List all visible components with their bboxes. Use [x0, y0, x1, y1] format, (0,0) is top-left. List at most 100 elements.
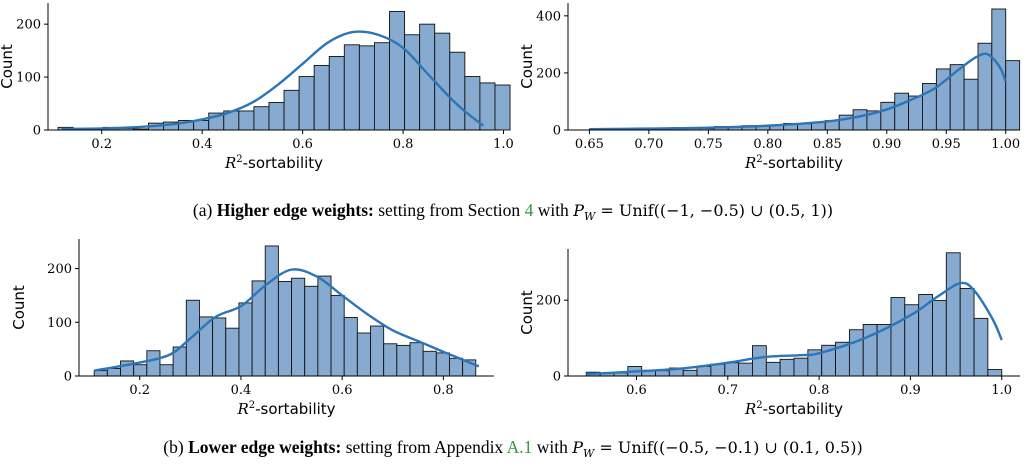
histogram-bar — [396, 344, 411, 377]
x-tick-label: 0.2 — [129, 383, 150, 398]
caption-a-math-sub: W — [583, 210, 596, 224]
caption-b-math-sub: W — [583, 447, 595, 461]
histogram-bar — [268, 102, 285, 131]
histogram-bar — [409, 342, 424, 377]
histogram-bar — [963, 78, 979, 131]
histogram-a-right: 0.65 0.70 0.75 0.80 0.85 0.90 0.95 1.00 0 200 400 R… — [518, 3, 1020, 172]
caption-b-bold: Lower edge weights: — [188, 437, 342, 457]
histogram-bar — [133, 364, 148, 377]
histogram-bar — [185, 299, 200, 377]
histogram-bar — [852, 109, 868, 131]
histogram-bar — [738, 362, 753, 377]
histogram-bar — [383, 343, 398, 377]
histogram-bar — [298, 76, 315, 131]
histogram-bar — [404, 34, 421, 131]
histogram-bar — [890, 297, 906, 377]
caption-a-section-link[interactable]: 4 — [524, 200, 534, 220]
histogram-b-right: 0.6 0.7 0.8 0.9 1.0 0 200 R2-sortability Count — [518, 249, 1020, 418]
histogram-bar — [655, 370, 670, 377]
x-tick-label: 0.6 — [332, 383, 353, 398]
caption-a-text: setting from Section — [373, 200, 525, 220]
y-axis-label: Count — [518, 290, 536, 335]
caption-a-math: PW = Unif((−1, −0.5) ∪ (0.5, 1)) — [573, 201, 834, 224]
histogram-bar — [283, 89, 300, 131]
x-tick-label: 0.95 — [932, 137, 961, 152]
caption-b-math-rest: = Unif((−0.5, −0.1) ∪ (0.1, 0.5)) — [594, 438, 863, 457]
x-tick-label: 0.65 — [575, 137, 604, 152]
histogram-bar — [106, 368, 121, 377]
y-tick-label: 0 — [64, 370, 72, 385]
x-tick-label: 1.0 — [493, 137, 514, 152]
kde-curve — [589, 52, 1007, 131]
y-tick-label: 200 — [536, 294, 561, 309]
kde-curve — [586, 281, 1003, 376]
histogram-bar — [291, 277, 306, 377]
histogram-bar — [682, 369, 698, 377]
histogram-bar — [343, 44, 360, 131]
y-tick-label: 0 — [553, 370, 561, 385]
y-tick-label: 100 — [47, 316, 72, 331]
x-tick-label: 0.90 — [872, 137, 901, 152]
histogram-bar — [987, 369, 1003, 377]
x-tick-label: 0.70 — [634, 137, 663, 152]
histogram-bar — [479, 82, 496, 131]
x-tick-label: 0.7 — [717, 383, 738, 398]
kde-curve — [61, 30, 485, 131]
histogram-b-left: 0.2 0.4 0.6 0.8 0 100 200 R2-sortability Count — [10, 239, 494, 418]
histogram-a-left: 0.2 0.4 0.6 0.8 1.0 0 100 200 R2-sortability Coun… — [0, 3, 514, 172]
histogram-bar — [848, 329, 864, 377]
histogram-bar — [779, 358, 795, 377]
x-tick-label: 0.2 — [91, 137, 112, 152]
x-tick-label: 0.4 — [192, 137, 213, 152]
x-tick-label: 0.75 — [694, 137, 723, 152]
histogram-bar — [894, 92, 909, 131]
histogram-bar — [973, 317, 989, 377]
histogram-bar — [765, 361, 781, 377]
histogram-bar — [370, 325, 385, 377]
histogram-bar — [146, 350, 161, 377]
y-tick-label: 200 — [16, 18, 41, 33]
histogram-bar — [696, 366, 712, 377]
histogram-bar — [1005, 60, 1021, 131]
caption-b-math-var: P — [572, 438, 584, 457]
caption-a-label: (a) — [192, 200, 217, 220]
kde-curve — [93, 268, 480, 372]
histogram-bar — [159, 364, 174, 377]
caption-b-text: setting from Appendix — [341, 437, 507, 457]
x-tick-label: 1.0 — [991, 383, 1012, 398]
caption-a-bold: Higher edge weights: — [216, 200, 374, 220]
histogram-bar — [264, 245, 279, 377]
x-tick-label: 0.85 — [813, 137, 842, 152]
histogram-bar — [752, 345, 767, 377]
histogram-bar — [225, 327, 240, 377]
histogram-bar — [313, 64, 330, 131]
histogram-bar — [710, 363, 726, 377]
histogram-bar — [724, 362, 740, 377]
histogram-bar — [449, 51, 466, 131]
histogram-bar — [212, 317, 227, 377]
x-axis-label: R2-sortability — [744, 154, 843, 172]
histogram-bar — [304, 285, 319, 377]
caption-a-math-rest: = Unif((−1, −0.5) ∪ (0.5, 1)) — [595, 201, 834, 220]
histogram-bar — [991, 8, 1007, 131]
caption-b-with: with — [532, 437, 573, 457]
x-tick-label: 0.9 — [900, 383, 921, 398]
histogram-bar — [793, 357, 809, 377]
histogram-bar — [253, 106, 270, 131]
histogram-bar — [358, 45, 375, 131]
histogram-bar — [449, 357, 464, 377]
caption-a-with: with — [533, 200, 574, 220]
caption-b-math: PW = Unif((−0.5, −0.1) ∪ (0.1, 0.5)) — [572, 438, 863, 461]
histogram-bar — [945, 252, 961, 377]
x-tick-label: 0.8 — [433, 383, 454, 398]
histogram-bar — [193, 120, 210, 131]
x-tick-label: 0.4 — [231, 383, 252, 398]
caption-b-appendix-link[interactable]: A.1 — [506, 437, 533, 457]
x-tick-label: 0.6 — [626, 383, 647, 398]
x-axis-label: R2-sortability — [236, 400, 335, 418]
caption-b: (b) Lower edge weights: setting from App… — [0, 437, 1026, 460]
histogram-bar — [277, 280, 293, 377]
y-axis-label: Count — [10, 285, 28, 330]
caption-a-math-var: P — [573, 201, 584, 220]
